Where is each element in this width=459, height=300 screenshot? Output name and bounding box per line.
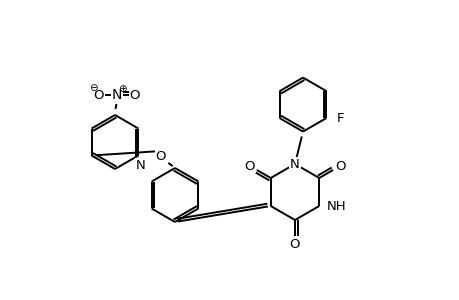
- Text: O: O: [289, 238, 300, 250]
- Text: NH: NH: [326, 200, 346, 212]
- Text: O: O: [334, 160, 345, 172]
- Text: N: N: [135, 158, 145, 172]
- Text: O: O: [94, 88, 104, 101]
- Text: ⊕: ⊕: [118, 84, 126, 94]
- Text: ⊖: ⊖: [89, 83, 97, 93]
- Text: O: O: [244, 160, 255, 172]
- Text: N: N: [112, 88, 122, 102]
- Text: F: F: [336, 112, 343, 124]
- Text: O: O: [156, 149, 166, 163]
- Text: O: O: [129, 88, 140, 101]
- Text: N: N: [290, 158, 299, 170]
